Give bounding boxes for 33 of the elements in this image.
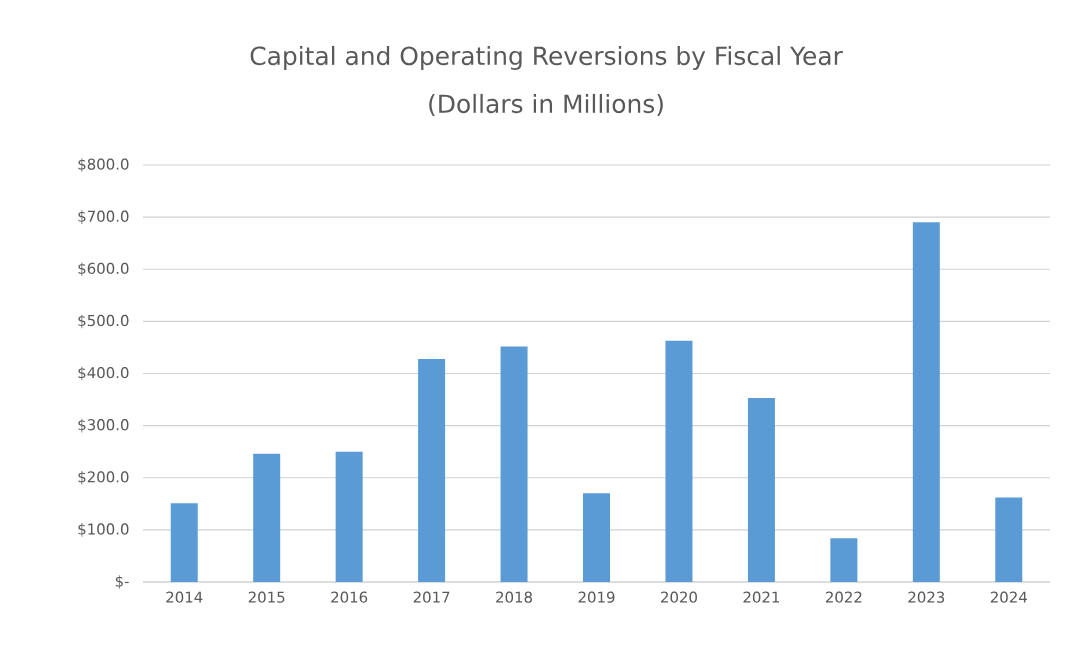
bar [418,358,446,582]
y-tick-label: $800.0 [78,158,129,172]
x-tick-label: 2024 [990,591,1027,603]
bar [170,503,198,582]
bar [830,538,858,582]
x-tick-label: 2019 [578,591,615,603]
bar [583,493,611,582]
x-tick-label: 2017 [413,591,450,603]
x-tick-label: 2018 [496,591,533,603]
y-tick-label: $700.0 [78,210,129,224]
y-tick-label: $300.0 [78,418,129,433]
y-tick-label: $- [115,575,129,589]
chart-title: Capital and Operating Reversions by Fiscal Year [250,45,843,71]
bar [335,451,363,582]
x-tick-label: 2022 [825,591,862,603]
x-tick-label: 2021 [743,591,780,603]
y-tick-label: $100.0 [78,523,129,537]
bar [500,346,528,582]
x-tick-label: 2020 [661,591,697,603]
bar [665,340,693,582]
x-tick-label: 2015 [248,591,285,603]
bar [995,497,1023,582]
chart-subtitle: (Dollars in Millions) [429,93,663,117]
x-tick-label: 2016 [331,591,368,603]
bar [253,453,281,582]
y-tick-label: $400.0 [78,366,129,381]
bar [912,222,940,582]
y-tick-label: $200.0 [78,470,129,485]
x-tick-label: 2014 [166,591,203,603]
x-tick-label: 2023 [908,591,945,603]
y-tick-label: $600.0 [78,262,129,277]
bar [747,397,775,582]
y-tick-label: $500.0 [78,314,129,329]
